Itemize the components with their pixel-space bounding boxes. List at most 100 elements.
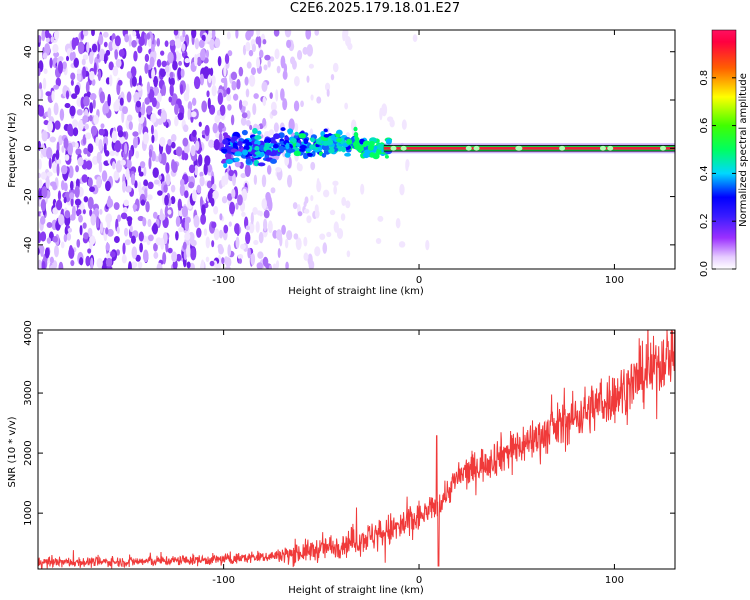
spectrogram-cell [102,31,109,38]
spectrogram-cell [164,205,169,218]
spectrogram-cell [98,138,103,152]
spectrogram-cell [270,158,277,164]
spectrogram-cell [180,68,185,78]
spectrogram-cell [198,121,202,127]
spectrogram-cell [235,30,239,39]
spectrogram-cell [183,249,187,261]
spectrogram-cell [201,34,206,42]
spectrogram-cell [111,130,118,143]
spectrogram-cell [178,227,184,233]
spectrogram-cell [265,149,272,156]
spectrogram-cell [199,171,204,178]
spectrogram-cell [77,41,85,55]
spectrogram-cell [281,224,286,235]
spectrogram-cell [105,265,113,269]
spectrogram-cell [321,144,330,151]
spectrogram-cell [145,105,152,115]
spectrogram-cell [130,173,136,186]
spectrogram-cell [76,68,82,75]
spectrogram-cell [167,209,172,215]
spectrogram-cell [381,103,388,117]
spectrogram-cell [205,49,210,59]
carrier-blob [660,145,667,151]
spectrogram-cell [319,233,326,240]
spectrogram-cell [303,138,309,145]
spectrogram-cell [151,134,155,144]
spectrogram-cell [261,174,267,188]
spectrogram-cell [55,149,60,161]
spectrogram-cell [98,160,103,173]
spectrogram-cell [230,114,235,126]
spectrogram-cell [245,30,252,41]
spectrogram-cell [152,211,158,219]
spectrogram-cell [213,228,220,241]
spectrogram-cell [272,263,277,269]
spectrogram-cell [265,195,272,207]
spectrogram-cell [38,88,42,100]
spectrogram-cell [86,151,91,157]
spectrogram-cell [113,170,120,181]
spectrogram-cell [314,204,319,214]
spectrogram-cell [120,212,128,220]
spectrogram-cell [59,108,65,121]
spectrogram-cell [226,193,233,201]
spectrogram-cell [138,75,142,86]
spectrogram-cell [170,141,176,149]
spectrogram-cell [191,30,197,39]
spectrogram-cell [186,245,191,258]
spectrogram-cell [97,69,102,82]
spectrogram-cell [137,261,143,269]
spectrogram-cell [138,111,142,118]
spectrogram-cell [260,151,265,157]
spectrogram-cell [288,118,295,132]
spectrogram-cell [68,165,74,179]
spectrogram-cell [245,41,251,52]
spectrogram-cell [181,43,186,52]
y-tick-label: -40 [23,237,34,253]
spectrogram-cell [254,134,262,140]
spectrogram-cell [268,264,272,269]
spectrogram-cell [261,81,268,92]
spectrogram-cell [230,71,238,81]
spectrogram-cell [205,256,210,263]
spectrogram-cell [186,261,191,269]
spectrogram-cell [168,96,173,103]
spectrogram-cell [38,35,42,43]
spectrogram-cell [147,181,154,190]
carrier-blob [465,145,472,151]
spectrogram-cell [274,48,280,60]
carrier-blob [400,145,407,151]
spectrogram-cell [286,174,293,188]
spectrogram-cell [253,174,258,185]
spectrogram-cell [85,81,90,94]
spectrogram-cell [56,158,62,166]
spectrogram-cell [336,228,344,240]
spectrogram-cell [221,196,228,204]
spectrogram-cell [266,165,272,175]
spectrogram-cell [224,172,229,185]
chart-title: C2E6.2025.179.18.01.E27 [289,1,461,16]
spectrogram-cell [58,134,63,146]
spectrogram-cell [160,50,165,56]
spectrogram-cell [293,75,300,87]
spectrogram-cell [264,138,272,144]
spectrogram-cell [262,39,267,45]
y-tick-label: 0 [23,145,34,151]
spectrogram-cell [142,131,149,145]
spectrogram-cell [158,174,162,181]
spectrogram-cell [105,257,113,267]
spectrogram-cell [188,181,195,189]
spectrogram-cell [167,51,174,64]
spectrogram-cell [150,112,157,124]
spectrogram-cell [99,208,103,215]
spectrogram-cell [198,154,203,167]
spectrogram-cell [237,253,244,260]
spectrogram-cell [126,114,133,122]
spectrogram-cell [162,251,167,265]
spectrogram-cell [63,196,67,204]
spectrogram-cell [170,196,176,205]
spectrogram-cell [135,100,142,108]
x-tick-label: 0 [416,575,422,586]
spectrogram-cell [123,206,128,213]
spectrogram-cell [135,150,140,159]
